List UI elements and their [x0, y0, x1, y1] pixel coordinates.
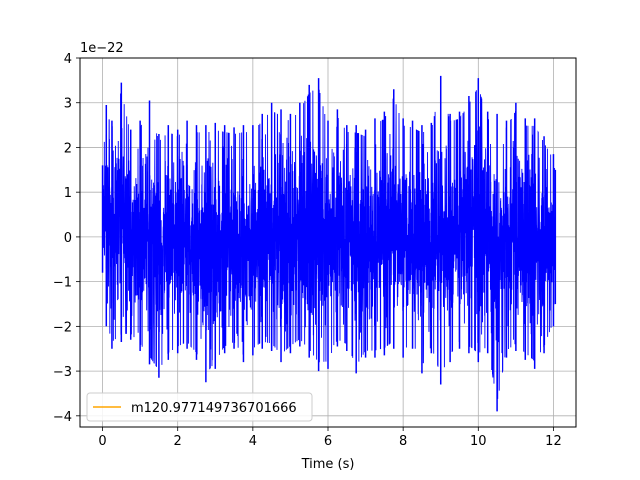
x-axis-label: Time (s)	[301, 457, 355, 472]
y-tick-label: −2	[53, 320, 72, 335]
signal-trace	[101, 75, 557, 412]
y-tick-label: −3	[53, 365, 72, 380]
y-tick-label: 3	[64, 97, 72, 112]
x-tick-label: 2	[174, 434, 182, 449]
x-tick-label: 0	[98, 434, 106, 449]
x-tick-label: 4	[249, 434, 257, 449]
x-tick-label: 6	[324, 434, 332, 449]
y-tick-label: 2	[64, 141, 72, 156]
y-scale-exponent: 1e−22	[80, 41, 124, 56]
y-tick-label: 0	[64, 231, 72, 246]
y-tick-label: −1	[53, 276, 72, 291]
x-tick-label: 8	[399, 434, 407, 449]
y-axis-ticks: −4 −3 −2 −1 0 1 2 3 4	[53, 52, 80, 425]
x-tick-label: 10	[470, 434, 487, 449]
legend: m120.977149736701666	[86, 392, 313, 422]
y-tick-label: 4	[64, 52, 72, 67]
legend-box	[86, 392, 313, 422]
x-tick-label: 12	[545, 434, 562, 449]
y-tick-label: −4	[53, 410, 72, 425]
legend-entry-label: m120.977149736701666	[131, 401, 297, 416]
x-axis-ticks: 0 2 4 6 8 10 12	[98, 427, 562, 449]
y-tick-label: 1	[64, 186, 72, 201]
